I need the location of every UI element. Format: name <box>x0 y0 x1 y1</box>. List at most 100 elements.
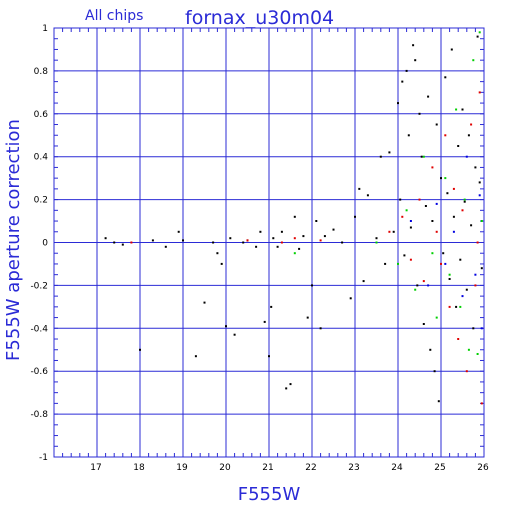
y-tick-label: 1 <box>42 24 48 34</box>
data-point <box>121 243 124 246</box>
y-tick-labels: 1 0.8 0.6 0.4 0.2 0 -0.2 -0.4 -0.6 -0.8 -1 <box>30 24 48 463</box>
data-point <box>431 166 434 169</box>
data-point <box>276 245 279 248</box>
data-point <box>113 241 116 244</box>
data-point <box>409 258 412 261</box>
x-tick-label: 19 <box>176 463 188 473</box>
data-point <box>422 155 425 158</box>
data-point <box>225 325 227 328</box>
data-point <box>461 108 464 111</box>
data-point <box>139 348 141 351</box>
data-point <box>270 305 273 308</box>
data-point <box>399 198 402 201</box>
data-point <box>233 333 236 336</box>
data-point <box>455 108 458 111</box>
data-point <box>480 220 483 222</box>
data-point <box>280 241 283 244</box>
data-point <box>455 305 458 308</box>
data-point <box>437 400 440 403</box>
data-point <box>375 241 378 244</box>
data-point <box>463 200 466 203</box>
data-point <box>416 284 419 287</box>
data-point <box>246 239 249 242</box>
data-point <box>405 209 408 212</box>
chart-title: fornax_u30m04 <box>185 7 334 29</box>
y-tick-label: 0.8 <box>34 67 49 77</box>
data-point <box>444 134 447 137</box>
data-point <box>467 348 470 351</box>
x-axis-label: F555W <box>238 484 301 505</box>
data-point <box>452 187 455 190</box>
y-tick-label: -0.8 <box>30 410 48 420</box>
data-point <box>263 320 266 323</box>
data-point <box>203 301 206 304</box>
data-point <box>474 273 477 276</box>
y-tick-label: -0.6 <box>30 367 48 377</box>
data-point <box>302 235 305 238</box>
data-point <box>409 226 412 229</box>
data-point <box>242 241 245 244</box>
data-point <box>459 305 462 308</box>
data-point <box>397 262 399 265</box>
data-point <box>424 205 427 207</box>
data-point <box>429 348 432 351</box>
data-point <box>480 327 483 330</box>
data-point <box>452 230 455 233</box>
x-tick-labels: 17 18 19 20 21 22 23 24 25 26 <box>90 463 489 473</box>
data-point <box>444 177 447 180</box>
data-point <box>407 134 410 137</box>
y-tick-label: -0.2 <box>30 281 48 291</box>
data-point <box>293 215 296 218</box>
data-point <box>259 230 262 233</box>
data-point <box>418 112 421 115</box>
data-point <box>341 241 344 244</box>
data-point <box>414 288 417 291</box>
y-tick-label: 0.4 <box>34 153 49 163</box>
data-point <box>311 284 313 287</box>
data-point <box>470 224 473 227</box>
data-point <box>379 155 382 158</box>
data-point <box>323 235 326 238</box>
data-point <box>182 239 184 242</box>
plot-frame <box>53 27 485 458</box>
data-point <box>358 187 361 190</box>
data-point <box>332 228 335 231</box>
data-points <box>104 31 483 405</box>
data-point <box>476 353 479 355</box>
data-point <box>405 69 408 72</box>
x-tick-label: 23 <box>348 463 359 473</box>
data-point <box>384 262 387 265</box>
data-point <box>478 31 481 34</box>
data-point <box>177 230 180 233</box>
data-point <box>459 258 462 261</box>
x-tick-label: 24 <box>391 463 403 473</box>
data-point <box>433 370 436 373</box>
data-point <box>472 59 475 62</box>
data-point <box>272 237 275 240</box>
data-point <box>474 166 477 169</box>
data-point <box>392 230 395 233</box>
data-point <box>229 237 232 240</box>
data-point <box>194 355 197 358</box>
data-point <box>431 252 434 255</box>
data-point <box>444 76 447 79</box>
data-point <box>397 102 399 105</box>
data-point <box>457 145 460 147</box>
y-tick-label: 0.2 <box>34 196 48 206</box>
x-tick-label: 26 <box>477 463 489 473</box>
data-point <box>448 278 451 280</box>
data-point <box>403 254 406 257</box>
data-point <box>435 230 438 233</box>
data-point <box>293 237 296 240</box>
data-point <box>450 48 453 51</box>
data-point <box>435 316 438 319</box>
data-point <box>220 262 223 265</box>
data-point <box>474 284 477 287</box>
data-point <box>465 288 468 291</box>
data-point <box>435 202 438 205</box>
data-point <box>420 155 423 158</box>
data-point <box>362 280 365 283</box>
data-point <box>448 305 451 308</box>
data-point <box>465 155 468 158</box>
y-tick-label: -0.4 <box>30 324 48 334</box>
